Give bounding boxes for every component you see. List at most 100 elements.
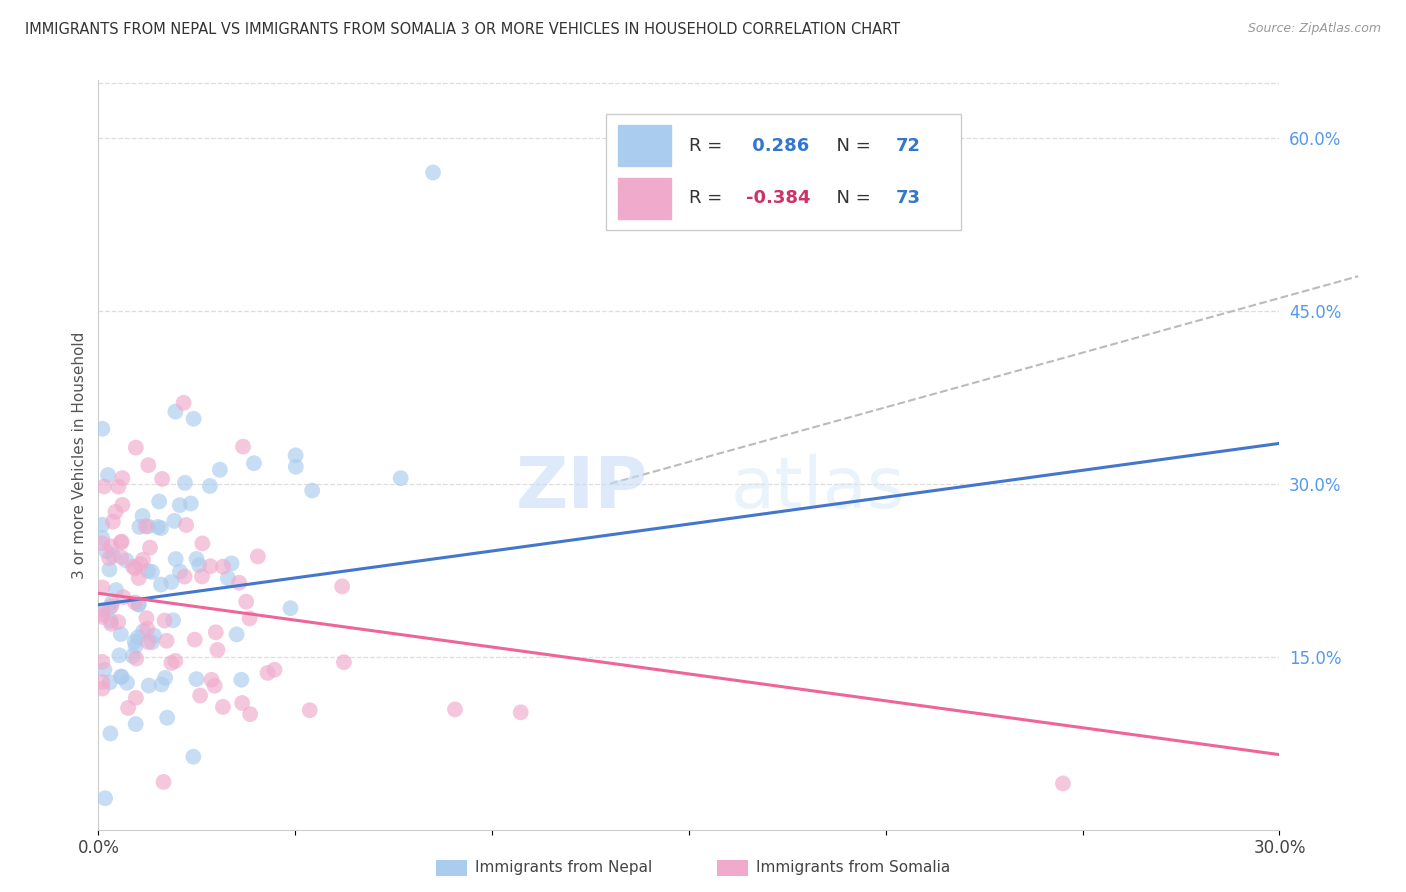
Point [100, 540, 122, 554]
Point [135, 519, 157, 533]
Text: ZIP: ZIP [516, 454, 648, 523]
Point [212, 559, 235, 574]
Point [104, 505, 127, 519]
Point [129, 557, 152, 571]
Point [160, 574, 183, 589]
Point [110, 550, 132, 565]
Point [91, 422, 114, 436]
Point [100, 614, 122, 628]
Point [91, 674, 114, 689]
Point [298, 703, 321, 717]
Point [127, 597, 149, 611]
Text: 73: 73 [896, 189, 921, 207]
Point [330, 579, 353, 593]
Bar [619, 178, 671, 219]
Point [107, 480, 129, 494]
Point [165, 654, 187, 668]
Y-axis label: 3 or more Vehicles in Household: 3 or more Vehicles in Household [72, 331, 87, 579]
Point [111, 670, 134, 684]
Point [235, 595, 257, 609]
Point [198, 479, 221, 493]
Point [191, 536, 214, 550]
Point [208, 463, 231, 477]
Text: Source: ZipAtlas.com: Source: ZipAtlas.com [1247, 22, 1381, 36]
Point [146, 520, 169, 534]
Point [111, 471, 134, 485]
Point [221, 557, 243, 571]
Point [188, 689, 211, 703]
Point [136, 458, 159, 473]
Point [132, 552, 155, 566]
Point [105, 582, 128, 597]
Point [125, 441, 148, 455]
Point [127, 630, 149, 644]
Point [225, 627, 247, 641]
Point [93, 479, 115, 493]
Point [153, 671, 176, 685]
Point [131, 508, 153, 523]
Text: N =: N = [825, 136, 876, 155]
Point [153, 614, 176, 628]
Point [98, 563, 121, 577]
Point [163, 514, 186, 528]
Point [180, 496, 202, 510]
Point [100, 726, 122, 740]
Point [333, 655, 356, 669]
Text: R =: R = [689, 189, 728, 207]
Point [169, 565, 191, 579]
Point [125, 690, 148, 705]
Point [115, 553, 138, 567]
Point [91, 581, 114, 595]
Text: 72: 72 [896, 136, 921, 155]
Point [136, 622, 159, 636]
Point [91, 681, 114, 696]
Point [162, 613, 184, 627]
Point [110, 535, 132, 549]
Point [124, 639, 146, 653]
Point [108, 648, 131, 663]
Point [91, 610, 114, 624]
Point [200, 673, 222, 687]
Point [389, 471, 412, 485]
Point [150, 472, 173, 486]
Point [101, 515, 124, 529]
Point [124, 634, 146, 648]
Point [141, 635, 163, 649]
Text: 0.286: 0.286 [745, 136, 808, 155]
Point [142, 628, 165, 642]
Point [135, 611, 157, 625]
Point [111, 498, 134, 512]
Point [186, 552, 208, 566]
Bar [619, 125, 671, 167]
Text: Immigrants from Nepal: Immigrants from Nepal [475, 861, 652, 875]
Point [156, 711, 179, 725]
Point [183, 632, 205, 647]
Point [107, 615, 129, 629]
Point [228, 575, 250, 590]
Point [444, 702, 467, 716]
Point [141, 565, 163, 579]
Point [128, 598, 150, 612]
Point [128, 571, 150, 585]
Point [256, 665, 278, 680]
Point [100, 616, 122, 631]
Point [148, 494, 170, 508]
Point [243, 456, 266, 470]
Point [115, 675, 138, 690]
Point [112, 590, 135, 604]
Point [125, 651, 148, 665]
Point [125, 717, 148, 731]
Point [91, 655, 114, 669]
Point [204, 625, 226, 640]
Point [217, 571, 239, 585]
Point [156, 633, 179, 648]
Point [188, 558, 211, 573]
Point [91, 603, 114, 617]
Point [152, 775, 174, 789]
Point [150, 521, 173, 535]
Point [169, 498, 191, 512]
Point [191, 569, 214, 583]
Point [98, 675, 121, 690]
Point [97, 468, 120, 483]
Point [96, 544, 118, 558]
